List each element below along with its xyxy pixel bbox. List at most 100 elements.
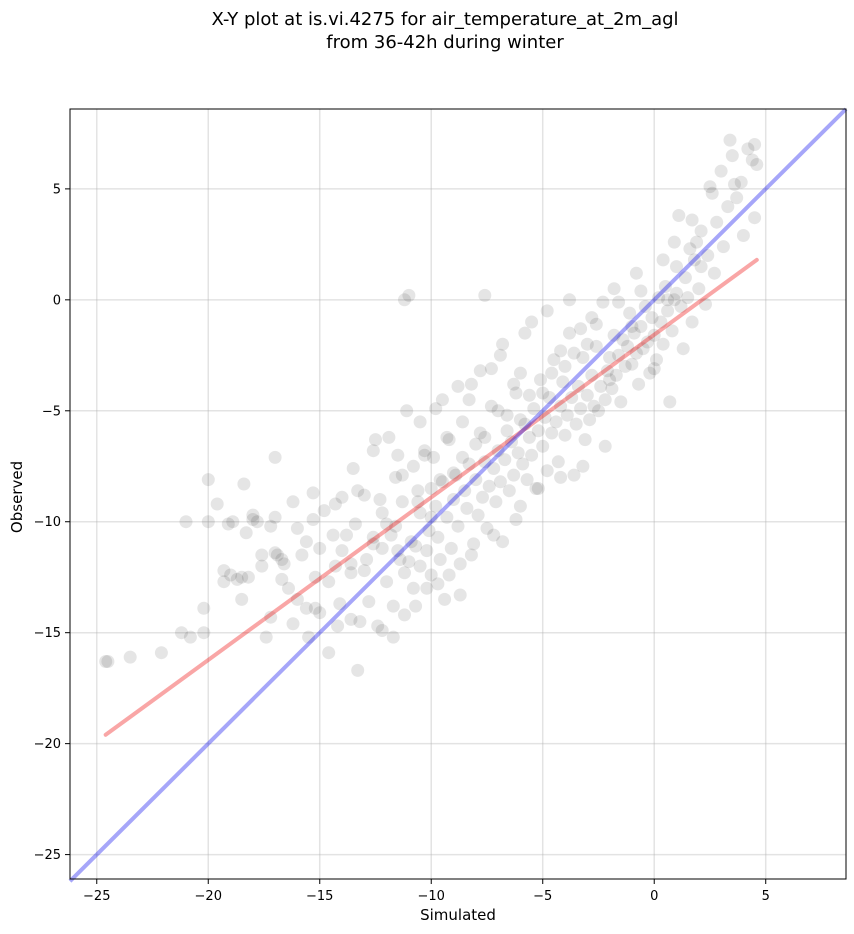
scatter-point [197,626,211,640]
scatter-point [101,655,115,668]
scatter-point [353,615,367,629]
scatter-point [665,324,679,338]
scatter-point [418,448,432,462]
scatter-point [536,386,550,400]
scatter-point [375,624,389,637]
scatter-point [451,519,465,533]
scatter-point [714,164,728,178]
scatter-point [522,430,536,444]
scatter-point [99,655,113,668]
scatter-point [728,177,741,191]
scatter-point [154,646,168,660]
scatter-point [518,417,532,431]
scatter-point [424,568,438,582]
scatter-point [493,348,507,362]
scatter-point [692,282,706,296]
scatter-point [563,293,576,307]
scatter-point [464,377,478,391]
scatter-point [413,415,427,429]
scatter-point [748,138,762,151]
scatter-point [484,362,498,376]
scatter-point [230,572,244,586]
ticks-layer: −25 −20 −15 −10 −5 0 5 −25 −20 −15 −10 −5 0 5 [34,182,770,904]
scatter-point [422,524,436,538]
scatter-point [440,430,454,444]
scatter-point [549,415,563,429]
scatter-point [625,320,639,333]
scatter-point [344,566,358,580]
scatter-point [558,359,572,373]
scatter-point [569,417,583,431]
scatter-point [435,393,449,407]
scatter-point [241,570,255,584]
scatter-point [525,315,539,329]
scatter-point [634,320,648,333]
scatter-point [716,240,730,254]
scatter-point [286,495,300,509]
lines-layer [68,107,848,883]
scatter-point [670,260,683,274]
scatter-point [366,530,380,544]
scatter-point [175,626,188,640]
scatter-point [632,377,646,391]
scatter-point [687,253,701,267]
scatter-point [217,575,231,589]
scatter-point [705,186,719,200]
scatter-point [513,366,527,380]
scatter-point [589,339,603,353]
scatter-point [299,601,313,615]
scatter-point [451,379,465,393]
scatter-point [645,311,659,325]
scatter-point [335,544,349,558]
scatter-point [741,142,755,156]
scatter-point [576,459,590,473]
scatter-point [507,377,521,391]
scatter-point [453,588,467,602]
scatter-point [701,249,715,262]
scatter-point [663,395,677,409]
scatter-point [545,366,559,380]
scatter-point [447,466,460,480]
scatter-point [351,663,365,677]
y-tick-label: −20 [34,737,61,752]
scatter-point [322,575,336,589]
x-tick-label: 5 [762,889,770,904]
scatter-point [580,388,594,402]
scatter-point [529,482,543,495]
scatter-point [411,484,425,498]
scatter-point [391,544,405,558]
scatter-point [694,260,708,274]
scatter-point [518,326,532,340]
scatter-point [658,280,672,293]
scatter-point [444,541,458,555]
scatter-point [306,513,320,526]
scatter-point [420,544,434,558]
scatter-point [409,599,423,613]
scatter-point [462,393,476,407]
scatter-point [616,333,630,347]
scatter-point [656,253,670,267]
scatter-point [317,504,331,518]
scatter-point [197,601,211,615]
scatter-point [404,535,418,549]
scatter-point [123,650,137,664]
scatter-point [607,282,621,296]
scatter-point [500,424,514,438]
scatter-point [456,415,469,429]
scatter-point [513,413,527,427]
scatter-point [308,601,322,615]
scatter-point [427,450,440,464]
scatter-point [277,557,291,571]
scatter-point [685,315,699,329]
scatter-point [721,200,735,214]
scatter-point [335,490,349,504]
scatter-point [694,224,708,238]
scatter-point [442,433,456,447]
scatter-point [540,304,554,318]
scatter-point [636,342,650,356]
scatter-point [661,293,675,307]
scatter-point [725,149,739,163]
x-axis-label: Simulated [420,906,496,924]
scatter-point [449,468,463,482]
scatter-point [634,284,648,298]
